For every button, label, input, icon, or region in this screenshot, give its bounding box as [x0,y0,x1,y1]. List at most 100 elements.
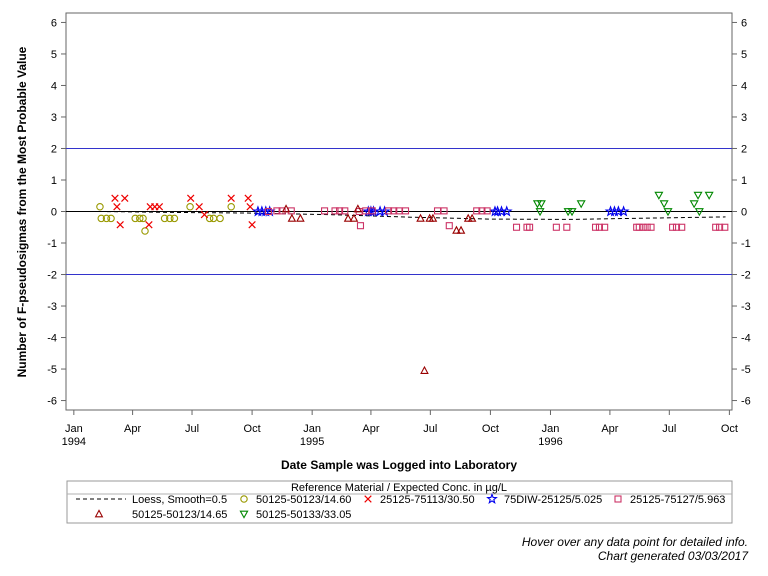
data-point[interactable] [390,207,398,215]
data-point[interactable] [131,214,139,223]
data-point[interactable] [663,208,673,217]
data-point[interactable] [227,203,235,211]
data-point[interactable] [420,365,429,374]
data-point[interactable] [378,205,391,217]
data-point[interactable] [331,207,339,215]
data-point[interactable] [141,227,149,235]
data-point[interactable] [669,223,677,231]
data-point[interactable] [716,223,724,231]
data-point[interactable] [563,223,571,231]
data-point[interactable] [287,213,297,222]
data-point[interactable] [321,207,329,215]
data-point[interactable] [456,225,466,234]
data-point[interactable] [440,207,448,215]
data-point[interactable] [246,203,254,211]
data-point[interactable] [353,204,363,213]
data-point[interactable] [428,213,438,222]
data-point[interactable] [107,214,115,223]
data-point[interactable] [643,223,651,231]
data-point[interactable] [136,214,144,223]
data-point[interactable] [672,223,681,231]
legend-marker[interactable] [239,510,249,519]
legend-marker[interactable] [240,495,248,503]
data-point[interactable] [473,207,481,215]
data-point[interactable] [296,213,305,222]
data-point[interactable] [287,207,295,215]
data-point[interactable] [248,221,256,229]
data-point[interactable] [591,223,600,231]
data-point[interactable] [712,223,720,231]
data-point[interactable] [227,194,235,202]
data-point[interactable] [483,207,491,215]
x-tick-label: Apr [362,423,379,435]
data-point[interactable] [200,210,209,219]
data-point[interactable] [349,213,359,222]
data-point[interactable] [385,207,393,215]
data-point[interactable] [166,214,174,223]
legend-marker[interactable] [364,495,372,503]
data-point[interactable] [336,207,344,215]
data-point[interactable] [694,208,704,217]
data-point[interactable] [567,208,577,217]
data-point[interactable] [273,207,281,215]
data-point[interactable] [116,221,124,229]
data-point[interactable] [244,194,252,202]
data-point[interactable] [689,200,699,209]
data-point[interactable] [601,223,609,231]
data-point[interactable] [659,200,669,209]
x-tick-label: Jan [542,423,560,435]
data-point[interactable] [155,203,164,211]
data-point[interactable] [368,207,376,215]
data-point[interactable] [356,222,365,230]
data-point[interactable] [186,194,195,202]
legend-marker[interactable] [94,509,104,518]
data-point[interactable] [145,221,153,229]
data-point[interactable] [170,214,179,223]
data-point[interactable] [445,222,453,230]
data-point[interactable] [654,191,664,200]
data-point[interactable] [278,207,286,215]
data-point[interactable] [343,213,353,222]
data-point[interactable] [341,207,349,215]
data-point[interactable] [264,207,272,216]
data-point[interactable] [526,223,534,231]
data-point[interactable] [139,214,147,223]
data-point[interactable] [639,223,647,231]
data-point[interactable] [500,205,513,217]
data-point[interactable] [121,194,129,202]
data-point[interactable] [102,214,111,223]
legend-marker[interactable] [486,492,498,505]
data-point[interactable] [263,205,276,217]
data-point[interactable] [160,214,169,223]
data-point[interactable] [535,208,545,217]
data-point[interactable] [467,213,477,222]
data-point[interactable] [113,203,121,211]
data-point[interactable] [704,191,714,200]
data-point[interactable] [216,214,224,223]
data-point[interactable] [721,223,729,231]
data-point[interactable] [401,207,410,215]
data-point[interactable] [452,225,461,234]
data-point[interactable] [536,200,546,209]
data-point[interactable] [96,203,104,211]
data-point[interactable] [647,223,655,231]
data-point[interactable] [595,223,604,231]
data-point[interactable] [186,203,194,211]
data-point[interactable] [111,194,119,202]
data-point[interactable] [281,204,291,213]
data-point[interactable] [195,203,203,211]
data-point[interactable] [416,213,425,222]
loess-line [99,211,726,220]
legend-marker[interactable] [614,495,622,503]
data-point[interactable] [635,223,643,231]
data-point[interactable] [576,200,586,209]
data-point[interactable] [693,191,703,200]
axes: -6 -6 -5 -5 -4 -4 -3 -3 -2 -2 -1 -1 0 0 1 1 2 2 3 3 4 4 5 5 6 6 Ja… [47,17,751,448]
data-point[interactable] [512,223,521,231]
data-point[interactable] [617,205,630,217]
data-point[interactable] [97,214,106,223]
data-point[interactable] [552,223,560,231]
data-point[interactable] [205,214,214,223]
data-point[interactable] [478,207,486,215]
data-point[interactable] [678,223,686,231]
